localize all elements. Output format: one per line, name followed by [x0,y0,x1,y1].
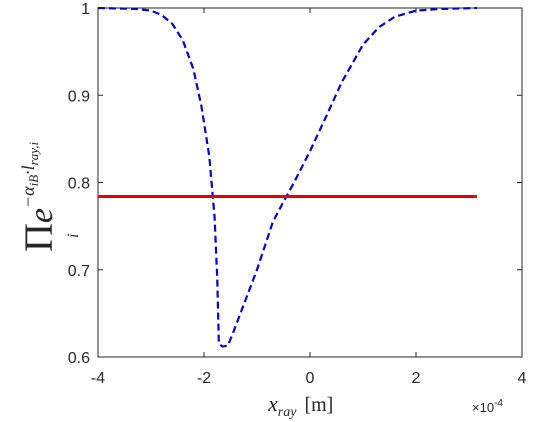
y-axis-exp-sub1: iB [26,175,41,187]
y-tick-label: 0.6 [68,350,90,367]
y-axis-index: i [65,234,82,238]
y-tick-label: 0.7 [68,263,90,280]
x-axis-var: x [267,391,278,416]
x-tick-label: 4 [518,370,527,387]
x-tick-label: -2 [197,370,211,387]
x-axis-sub: ray [278,405,297,420]
plot-area [97,7,523,358]
x-multiplier-exponent: -4 [494,398,503,409]
y-axis-label: Πe−αiB·lray,i i [16,141,82,252]
y-axis-exp-sub2: ray,i [26,141,41,165]
x-axis-unit: [m] [304,394,333,416]
y-axis-exp-mid: ·l [18,165,38,175]
y-tick-label: 1 [81,1,90,18]
y-axis-prod: Π [16,223,61,252]
y-tick-label: 0.9 [68,88,90,105]
series-line-dashed [97,6,477,348]
x-tick-label: 0 [306,370,315,387]
x-tick-label: -4 [91,370,105,387]
series-layer [97,6,477,348]
y-tick-label: 0.8 [68,176,90,193]
y-axis-base: e [23,208,60,223]
svg-text:Πe−αiB·lray,i: Πe−αiB·lray,i [16,141,61,252]
x-multiplier-label: ×10-4 [472,398,503,415]
x-tick-label: 2 [412,370,421,387]
x-axis-label: xray [m] [267,391,333,420]
y-axis-exponent: −α [18,186,38,208]
tick-layer: -4 -2 0 2 4 0.6 0.7 0.8 0.9 1 [68,1,527,387]
